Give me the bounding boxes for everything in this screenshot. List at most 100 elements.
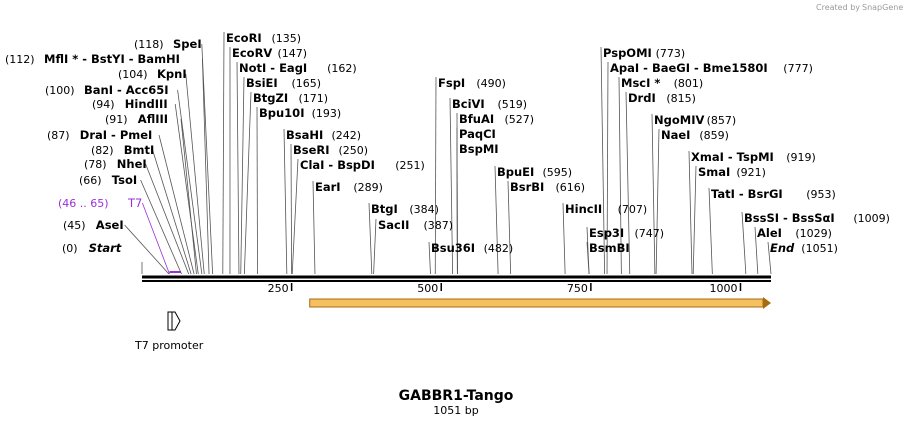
credit-text: Created by: [816, 3, 860, 12]
site-label-42[interactable]: XmaI - TspMI (919): [691, 150, 816, 164]
site-name: T7: [127, 196, 142, 210]
site-name: NaeI: [661, 128, 690, 142]
site-position: (1051): [801, 242, 838, 255]
site-position: (112): [5, 53, 35, 66]
site-label-22[interactable]: EarI (289): [315, 180, 383, 194]
t7-promoter-feature[interactable]: T7 promoter: [134, 311, 204, 352]
site-name: BsmBI: [589, 241, 630, 255]
site-label-37[interactable]: ApaI - BaeGI - Bme1580I (777): [610, 61, 813, 75]
site-position: (919): [786, 151, 816, 164]
site-position: (921): [736, 166, 766, 179]
site-position: (616): [556, 181, 586, 194]
leader-line: [754, 226, 759, 275]
leader-line: [158, 134, 195, 275]
site-name: EcoRV: [232, 46, 272, 60]
site-position: (707): [618, 203, 648, 216]
site-position: (251): [395, 159, 425, 172]
site-position: (242): [332, 129, 362, 142]
leader-line: [373, 218, 377, 275]
site-label-30[interactable]: Bsu36I (482): [431, 241, 513, 255]
site-label-24[interactable]: SacII (387): [378, 218, 453, 232]
site-label-45[interactable]: BssSI - BssSαI (1009): [744, 211, 890, 225]
leader-line: [651, 113, 656, 275]
site-label-19[interactable]: BsaHI (242): [286, 128, 361, 142]
site-label-20[interactable]: BseRI (250): [293, 143, 368, 157]
site-label-2[interactable]: (46 .. 65) T7: [58, 196, 142, 210]
site-label-26[interactable]: BciVI (519): [452, 97, 527, 111]
t7-promoter-label: T7 promoter: [134, 339, 204, 352]
site-label-44[interactable]: TatI - BsrGI (953): [711, 187, 836, 201]
site-label-3[interactable]: (66) TsoI: [79, 173, 137, 187]
site-label-10[interactable]: (104) KpnI: [118, 67, 187, 81]
site-label-27[interactable]: BfuAI (527): [459, 112, 534, 126]
site-label-9[interactable]: (100) BanI - Acc65I: [45, 83, 169, 97]
orf-feature[interactable]: [309, 297, 771, 309]
leader-line: [142, 202, 170, 275]
site-label-5[interactable]: (82) BmtI: [91, 143, 154, 157]
site-label-46[interactable]: AleI (1029): [757, 226, 832, 240]
site-label-15[interactable]: NotI - EagI (162): [239, 61, 357, 75]
site-label-11[interactable]: (112) MflI * - BstYI - BamHI: [5, 52, 180, 66]
site-label-28[interactable]: PaqCI: [459, 127, 496, 141]
leader-line: [243, 91, 252, 275]
site-label-25[interactable]: FspI (490): [438, 76, 506, 90]
site-label-14[interactable]: EcoRV (147): [232, 46, 307, 60]
leader-line: [222, 31, 225, 275]
site-label-35[interactable]: BsmBI: [589, 241, 630, 255]
site-label-0[interactable]: (0) Start: [62, 241, 122, 255]
site-name: MflI * - BstYI - BamHI: [44, 52, 180, 66]
site-label-6[interactable]: (87) DraI - PmeI: [47, 128, 152, 142]
site-name: BspMI: [459, 142, 499, 156]
site-label-1[interactable]: (45) AseI: [63, 218, 124, 232]
site-position: (66): [79, 174, 102, 187]
site-label-38[interactable]: MscI * (801): [621, 76, 703, 90]
site-position: (135): [272, 32, 302, 45]
site-position: (165): [292, 77, 322, 90]
site-position: (94): [92, 98, 115, 111]
site-name: XmaI - TspMI: [691, 150, 774, 164]
site-position: (147): [278, 47, 308, 60]
site-label-18[interactable]: Bpu10I (193): [259, 106, 341, 120]
site-label-31[interactable]: BpuEI (595): [497, 165, 572, 179]
site-name: ApaI - BaeGI - Bme1580I: [610, 61, 768, 75]
site-name: NgoMIV: [654, 113, 704, 127]
site-label-17[interactable]: BtgZI (171): [253, 91, 328, 105]
leader-line: [767, 241, 772, 275]
site-label-33[interactable]: HincII (707): [565, 202, 647, 216]
site-label-41[interactable]: NaeI (859): [661, 128, 729, 142]
site-name: FspI: [438, 76, 465, 90]
site-label-32[interactable]: BsrBI (616): [510, 180, 585, 194]
site-position: (857): [707, 114, 737, 127]
site-name: SmaI: [698, 165, 730, 179]
site-name: ClaI - BspDI: [300, 158, 375, 172]
site-label-8[interactable]: (94) HindIII: [92, 97, 168, 111]
leader-line: [291, 158, 299, 275]
site-name: BanI - Acc65I: [84, 83, 169, 97]
site-position: (250): [339, 144, 369, 157]
site-label-12[interactable]: (118) SpeI: [134, 37, 202, 51]
site-label-40[interactable]: NgoMIV (857): [654, 113, 736, 127]
leader-lines: [124, 31, 772, 275]
site-label-7[interactable]: (91) AflIII: [105, 112, 168, 126]
site-name: DraI - PmeI: [80, 128, 153, 142]
site-name: BsaHI: [286, 128, 323, 142]
site-position: (289): [353, 181, 383, 194]
site-position: (482): [484, 242, 514, 255]
site-label-4[interactable]: (78) NheI: [84, 157, 147, 171]
site-label-16[interactable]: BsiEI (165): [246, 76, 321, 90]
site-label-23[interactable]: BtgI (384): [371, 202, 439, 216]
site-label-43[interactable]: SmaI (921): [698, 165, 766, 179]
site-label-29[interactable]: BspMI: [459, 142, 499, 156]
site-position: (773): [656, 47, 686, 60]
credit-brand: SnapGene: [862, 3, 903, 12]
site-name: SpeI: [173, 37, 202, 51]
site-label-39[interactable]: DrdI (815): [628, 91, 696, 105]
leader-line: [124, 224, 170, 275]
site-label-34[interactable]: Esp3I (747): [589, 226, 664, 240]
leader-line: [201, 43, 214, 275]
site-label-47[interactable]: End (1051): [770, 241, 838, 255]
site-label-21[interactable]: ClaI - BspDI (251): [300, 158, 425, 172]
site-name: Esp3I: [589, 226, 624, 240]
site-label-36[interactable]: PspOMI (773): [603, 46, 685, 60]
site-label-13[interactable]: EcoRI (135): [226, 31, 301, 45]
